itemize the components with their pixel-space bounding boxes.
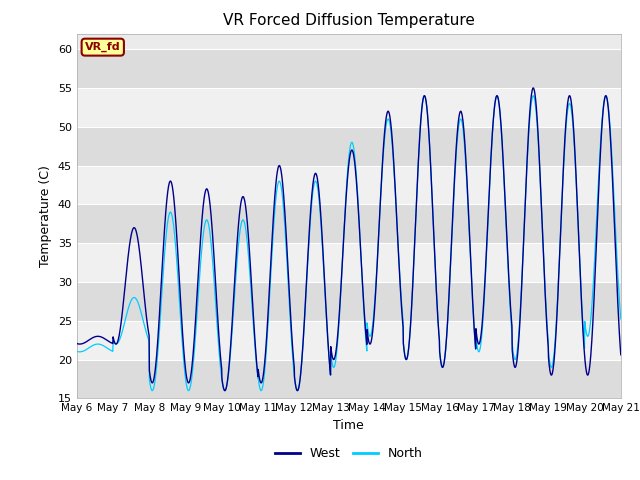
North — [602, 93, 610, 98]
Line: North: North — [77, 96, 621, 391]
Bar — [77, 321, 621, 360]
Line: West: West — [77, 88, 621, 391]
North — [73, 348, 81, 354]
Text: VR_fd: VR_fd — [85, 42, 120, 52]
West — [221, 388, 228, 394]
Bar — [77, 204, 621, 243]
West — [529, 85, 537, 91]
X-axis label: Time: Time — [333, 419, 364, 432]
Bar — [77, 127, 621, 166]
Y-axis label: Temperature (C): Temperature (C) — [39, 165, 52, 267]
West — [584, 372, 592, 377]
Bar — [77, 282, 621, 321]
Bar — [77, 49, 621, 88]
West — [365, 338, 372, 344]
North — [617, 316, 625, 322]
West — [617, 352, 625, 358]
West — [507, 310, 515, 316]
Legend: West, North: West, North — [269, 442, 428, 465]
West — [73, 341, 81, 347]
West — [376, 197, 384, 203]
North — [185, 388, 193, 394]
North — [365, 330, 372, 336]
Bar — [77, 166, 621, 204]
North — [507, 317, 515, 323]
North — [584, 333, 592, 339]
West — [225, 366, 232, 372]
North — [376, 199, 384, 205]
Bar — [77, 243, 621, 282]
North — [225, 369, 232, 375]
Bar — [77, 360, 621, 398]
North — [569, 123, 577, 129]
Bar — [77, 88, 621, 127]
Title: VR Forced Diffusion Temperature: VR Forced Diffusion Temperature — [223, 13, 475, 28]
West — [570, 120, 577, 126]
